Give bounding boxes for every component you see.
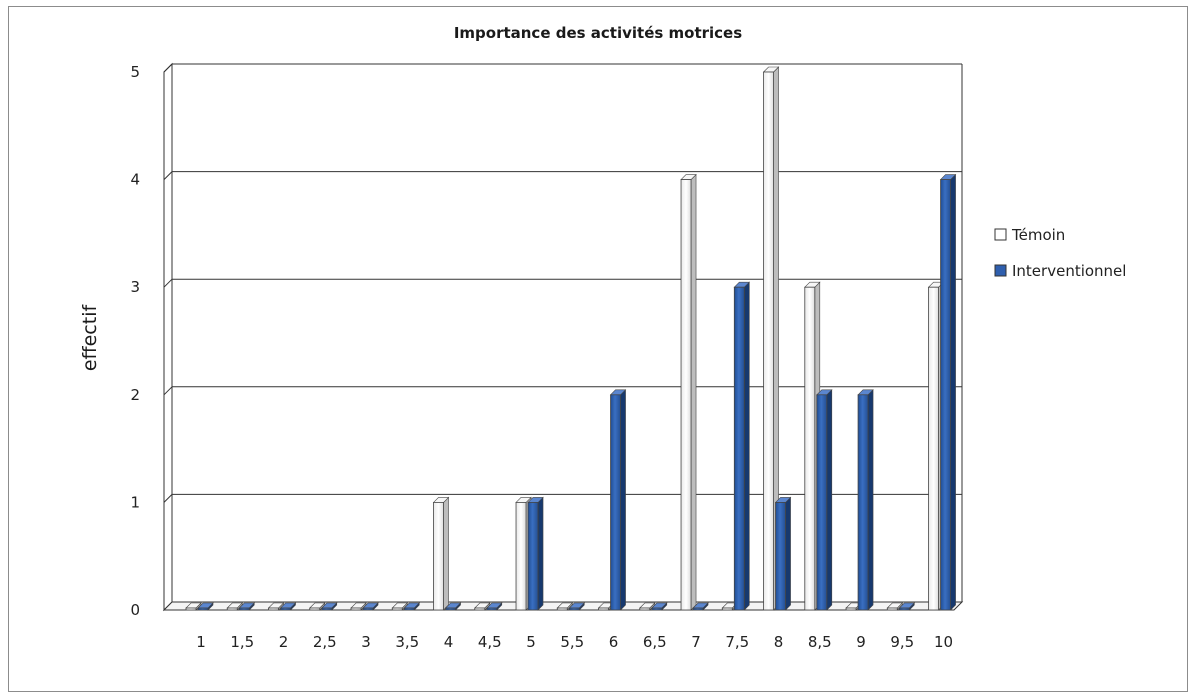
x-tick-label: 1 [196,633,206,651]
legend-label: Interventionnel [1012,262,1126,280]
bar [857,389,874,611]
legend-entry: Témoin [994,226,1065,244]
legend-swatch [994,264,1007,277]
x-tick-label: 8,5 [808,633,832,651]
x-tick-labels: 1 1,5 2 2,5 3 3,5 4 4,5 5 5,5 6 6,5 7 7,5 8 8,5 9 9,5 10 [196,633,953,651]
bar [238,602,255,611]
x-tick-label: 9 [856,633,866,651]
bar [321,602,338,611]
bar [474,602,491,611]
gridline-side [163,278,173,288]
gridline-side [163,63,173,73]
bar [762,66,780,611]
bar [185,602,202,611]
x-tick-label: 3,5 [395,633,419,651]
gridline-side [163,386,173,396]
bar [527,496,544,611]
y-tick-label: 3 [130,278,140,296]
bar [774,496,792,611]
chart-frame [8,6,1188,692]
bar [279,602,297,611]
bar [403,602,420,611]
bar [362,602,379,611]
x-tick-label: 2 [279,633,289,651]
x-tick-label: 3 [361,633,371,651]
x-tick-label: 7 [691,633,701,651]
bar [556,602,574,611]
bar [226,602,243,611]
bar [197,602,214,611]
legend-label: Témoin [1011,226,1065,244]
y-tick-label: 1 [130,493,140,511]
x-tick-label: 5 [526,633,536,651]
bar [939,173,957,611]
legend-entry: Interventionnel [994,262,1126,280]
bar [486,602,503,611]
x-tick-label: 10 [934,633,953,651]
chart-title: Importance des activités motrices [454,24,742,42]
bar [898,602,916,611]
y-tick-label: 2 [130,386,140,404]
gridline-side [163,171,173,180]
bars-layer [185,66,957,611]
x-tick-label: 9,5 [890,633,914,651]
x-tick-label: 6 [609,633,619,651]
bar [639,602,656,611]
bar [267,602,285,611]
x-tick-label: 4,5 [478,633,502,651]
y-tick-labels: 0 1 2 3 4 5 [130,63,140,619]
legend: Témoin Interventionnel [994,226,1126,280]
x-tick-label: 1,5 [230,633,254,651]
y-axis-label: effectif [79,304,101,372]
x-tick-label: 4 [444,633,454,651]
x-tick-label: 2,5 [313,633,337,651]
bar [568,602,586,611]
y-tick-label: 0 [130,601,140,619]
bar [692,602,709,611]
bar [733,281,751,611]
y-tick-label: 5 [130,63,140,81]
bar [432,496,450,611]
grid-layer [162,62,964,612]
bar [391,602,408,611]
bar [886,602,904,611]
x-tick-label: 5,5 [560,633,584,651]
legend-swatch [994,228,1007,241]
bar [309,602,326,611]
bar [444,602,462,611]
y-tick-label: 4 [130,171,140,189]
side-wall [163,62,173,612]
x-tick-label: 7,5 [725,633,749,651]
bar [609,389,627,611]
x-tick-label: 8 [774,633,784,651]
x-tick-label: 6,5 [643,633,667,651]
bar [816,389,833,611]
gridline-side [163,494,173,503]
bar [651,602,668,611]
bar [680,173,697,611]
